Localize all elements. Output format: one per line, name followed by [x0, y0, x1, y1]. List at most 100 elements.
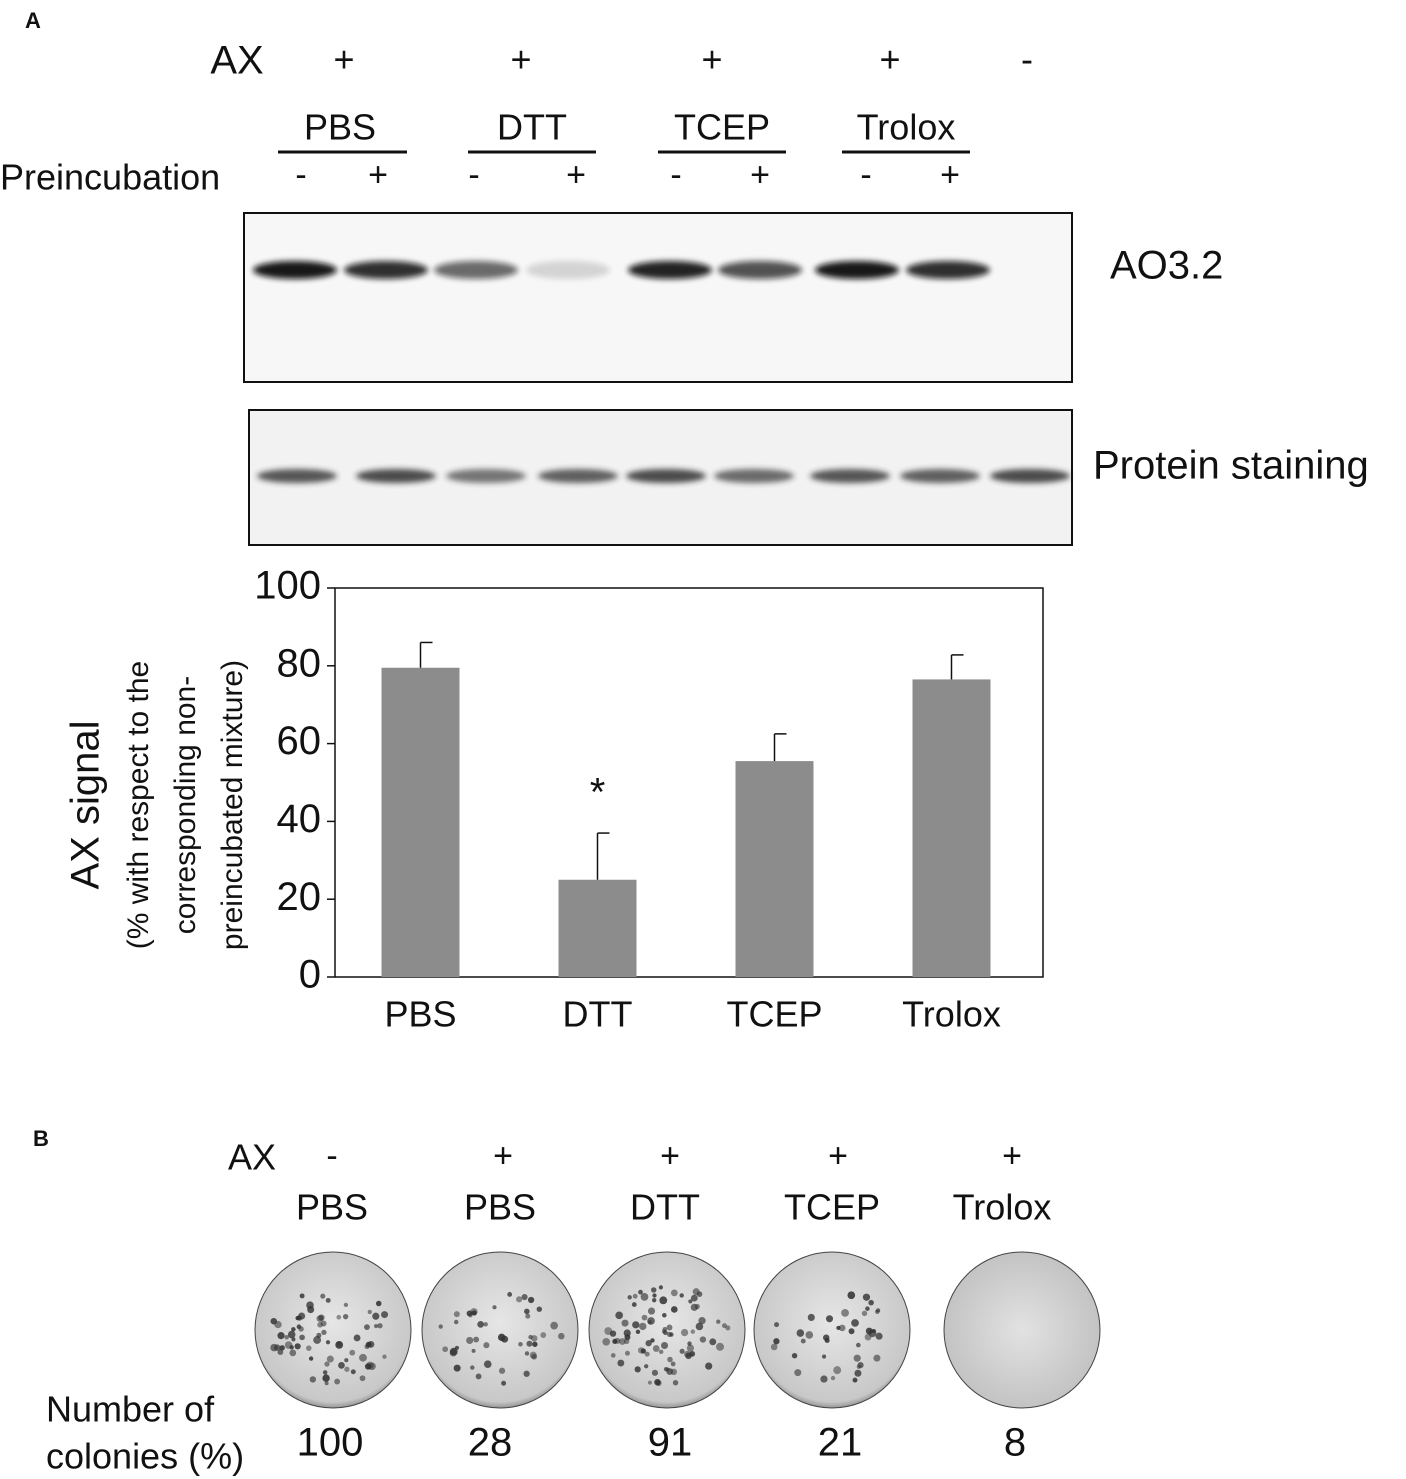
- colony: [334, 1378, 341, 1385]
- treatment-label: PBS: [464, 1187, 536, 1228]
- colony: [651, 1287, 657, 1293]
- y-tick-label: 0: [299, 953, 321, 997]
- colony: [635, 1329, 641, 1335]
- blot-band: [434, 261, 518, 279]
- colony: [610, 1353, 616, 1358]
- colony: [277, 1349, 284, 1355]
- y-tick-label: 100: [254, 564, 321, 608]
- colony: [364, 1363, 372, 1370]
- colonies-label: colonies (%): [46, 1436, 244, 1477]
- colony: [294, 1343, 301, 1350]
- colony: [690, 1329, 696, 1334]
- colony: [602, 1337, 611, 1346]
- blot-label: AO3.2: [1110, 244, 1223, 288]
- colony: [325, 1340, 331, 1345]
- colony: [652, 1293, 657, 1298]
- colony: [651, 1369, 659, 1376]
- agar-plate: [943, 1251, 1101, 1409]
- colony: [473, 1336, 480, 1343]
- blot-band: [718, 261, 802, 279]
- treatment-label: Trolox: [857, 107, 956, 148]
- colony: [639, 1322, 647, 1331]
- colony: [686, 1344, 695, 1352]
- colony: [838, 1324, 846, 1332]
- colony: [291, 1327, 296, 1332]
- treatment-label: Trolox: [953, 1187, 1052, 1228]
- blot-band: [253, 261, 337, 279]
- colony: [284, 1341, 293, 1349]
- colony: [666, 1324, 673, 1331]
- colony: [507, 1292, 513, 1297]
- colony: [624, 1350, 630, 1356]
- colony: [650, 1338, 655, 1343]
- y-tick-label: 80: [277, 641, 322, 685]
- colony: [521, 1293, 528, 1301]
- colony: [449, 1349, 457, 1357]
- colony: [874, 1309, 880, 1315]
- colony: [307, 1306, 315, 1314]
- colony: [298, 1326, 304, 1332]
- colony: [833, 1366, 842, 1375]
- colony: [695, 1322, 704, 1331]
- x-tick-label: TCEP: [726, 994, 822, 1035]
- colony: [805, 1331, 814, 1339]
- blot-band: [257, 469, 337, 483]
- colony: [483, 1360, 492, 1369]
- colony: [277, 1332, 285, 1340]
- colony: [498, 1367, 506, 1374]
- bar: [381, 667, 460, 977]
- colony: [322, 1374, 330, 1382]
- colony: [529, 1351, 537, 1359]
- colony: [647, 1320, 652, 1325]
- colony-count: 100: [297, 1421, 364, 1465]
- blot-band: [900, 469, 980, 483]
- error-bar: [596, 832, 610, 880]
- blot-band: [990, 469, 1070, 483]
- colony: [856, 1342, 861, 1348]
- x-tick-label: PBS: [384, 994, 456, 1035]
- colony: [364, 1324, 370, 1331]
- colony: [679, 1348, 685, 1354]
- colony: [359, 1375, 366, 1382]
- colony: [658, 1349, 664, 1355]
- colony: [709, 1338, 717, 1346]
- colony: [291, 1337, 296, 1342]
- colony: [848, 1328, 855, 1335]
- colony: [820, 1375, 828, 1383]
- colony: [800, 1338, 806, 1344]
- y-tick-label: 40: [277, 797, 322, 841]
- colony: [536, 1306, 543, 1312]
- colony: [338, 1362, 345, 1369]
- bar: [912, 679, 991, 977]
- colony: [770, 1343, 778, 1351]
- colony: [344, 1366, 350, 1372]
- colony: [324, 1381, 329, 1386]
- error-bar: [950, 654, 964, 680]
- colony: [453, 1319, 459, 1325]
- colony: [852, 1377, 858, 1383]
- y-axis-subtitle: corresponding non-: [169, 676, 202, 935]
- colony: [621, 1319, 629, 1327]
- ax-sign: -: [326, 1137, 337, 1175]
- colony: [373, 1323, 379, 1329]
- colony: [662, 1312, 667, 1318]
- preincubation-sign: +: [940, 156, 960, 194]
- ax-label: AX: [228, 1137, 276, 1178]
- colony: [690, 1303, 698, 1311]
- colony: [470, 1308, 478, 1316]
- colony: [308, 1356, 314, 1361]
- colony: [322, 1370, 328, 1375]
- colony: [317, 1321, 323, 1328]
- treatment-label: DTT: [497, 107, 567, 148]
- colony: [871, 1328, 876, 1334]
- colony: [644, 1364, 649, 1369]
- ax-sign: +: [701, 39, 722, 80]
- blot-ao32: [243, 212, 1073, 383]
- colony: [377, 1323, 383, 1329]
- colony: [342, 1313, 349, 1320]
- agar-plate: [421, 1251, 579, 1409]
- colony: [670, 1289, 678, 1297]
- ax-sign: +: [879, 39, 900, 80]
- colony: [841, 1308, 849, 1317]
